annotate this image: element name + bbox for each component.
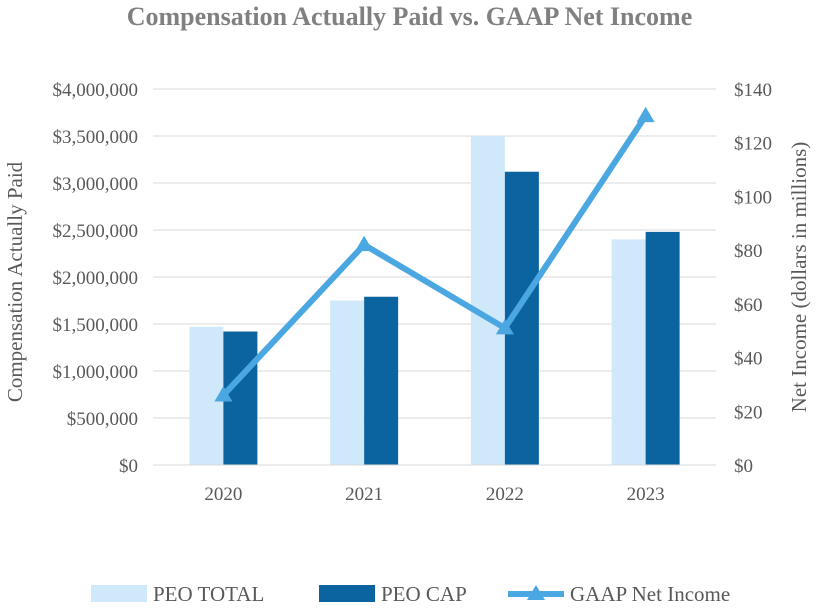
x-axis-tick-label: 2022 <box>486 484 524 505</box>
left-axis-tick-label: $2,500,000 <box>53 221 139 242</box>
x-axis-tick-label: 2020 <box>204 484 242 505</box>
right-axis-tick-label: $120 <box>734 134 772 155</box>
x-axis-ticks: 2020 2021 2022 2023 <box>204 484 664 505</box>
net-income-line-layer <box>214 106 655 402</box>
legend-swatch-peo-cap <box>319 585 375 602</box>
right-axis-tick-label: $80 <box>734 241 763 262</box>
bar-peo-total-2023 <box>611 239 646 465</box>
right-axis-title: Net Income (dollars in millions) <box>787 142 811 413</box>
left-axis-title: Compensation Actually Paid <box>3 161 27 402</box>
net-income-line <box>221 114 649 398</box>
left-axis-tick-label: $1,500,000 <box>53 315 139 336</box>
x-axis-tick-label: 2023 <box>627 484 665 505</box>
legend-label-peo-total: PEO TOTAL <box>153 582 264 606</box>
left-axis-tick-label: $0 <box>119 456 138 477</box>
right-axis-ticks: $0 $20 $40 $60 $80 $100 $120 $140 <box>734 80 772 477</box>
left-axis-tick-label: $3,000,000 <box>53 174 139 195</box>
bar-peo-total-2021 <box>330 300 365 465</box>
legend: PEO TOTAL PEO CAP GAAP Net Income <box>91 582 730 606</box>
net-income-marker-2021 <box>355 235 374 252</box>
bar-peo-total-2022 <box>470 136 505 465</box>
legend-label-peo-cap: PEO CAP <box>381 582 467 606</box>
left-axis-tick-label: $2,000,000 <box>53 268 139 289</box>
left-axis-ticks: $0 $500,000 $1,000,000 $1,500,000 $2,000,000… <box>53 80 139 477</box>
bars <box>189 136 680 465</box>
right-axis-tick-label: $60 <box>734 295 763 316</box>
net-income-marker-2020 <box>214 386 233 402</box>
bar-peo-cap-2021 <box>364 296 399 465</box>
left-axis-tick-label: $4,000,000 <box>53 80 139 101</box>
x-axis-tick-label: 2021 <box>345 484 383 505</box>
right-axis-tick-label: $40 <box>734 349 763 370</box>
right-axis-tick-label: $140 <box>734 80 772 101</box>
chart-title: Compensation Actually Paid vs. GAAP Net … <box>126 2 693 31</box>
net-income-marker-2022 <box>495 319 514 335</box>
legend-marker-gaap-net-income <box>527 585 545 600</box>
left-axis-tick-label: $500,000 <box>67 409 138 430</box>
net-income-marker-2023 <box>636 106 655 123</box>
bar-peo-cap-2023 <box>645 231 680 465</box>
right-axis-tick-label: $0 <box>734 456 753 477</box>
right-axis-tick-label: $20 <box>734 402 763 423</box>
legend-label-gaap-net-income: GAAP Net Income <box>570 582 730 606</box>
left-axis-tick-label: $3,500,000 <box>53 127 139 148</box>
right-axis-tick-label: $100 <box>734 187 772 208</box>
left-axis-tick-label: $1,000,000 <box>53 362 139 383</box>
legend-swatch-peo-total <box>91 585 147 602</box>
